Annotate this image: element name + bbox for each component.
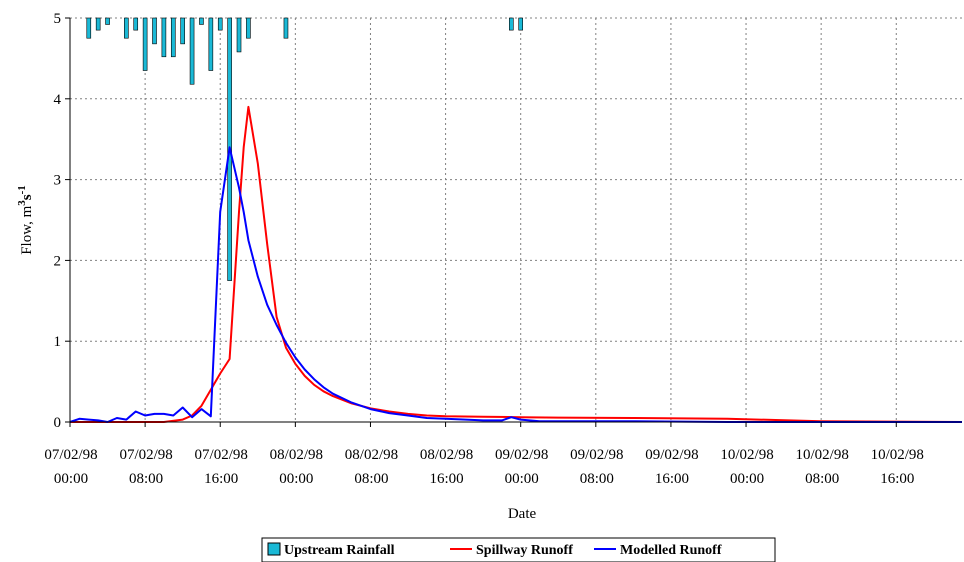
gridlines [70,17,962,422]
x-tick-time: 16:00 [429,471,463,487]
x-axis-title: Date [508,506,537,522]
legend-label-modelled: Modelled Runoff [620,543,722,558]
rainfall-bar [105,17,110,25]
x-tick-label: 07/02/98 16:00 [195,447,248,487]
x-tick-time: 08:00 [805,471,839,487]
legend-swatch-rainfall [267,542,281,556]
y-axis-title-sup-1: -1 [16,185,28,194]
x-tick-label: 09/02/98 00:00 [495,447,548,487]
x-tick-time: 16:00 [880,471,914,487]
x-tick-time: 00:00 [730,471,764,487]
legend-label-spillway: Spillway Runoff [476,543,573,558]
x-tick-time: 00:00 [505,471,539,487]
y-tick-label: 1 [54,334,62,350]
y-axis-title-text: Flow, m [19,205,35,254]
y-tick-label: 3 [54,173,62,189]
x-tick-date: 07/02/98 [195,447,248,463]
x-tick-date: 09/02/98 [570,447,623,463]
y-tick-labels: 0 1 2 3 4 5 [54,11,62,431]
rainfall-bar [189,17,195,85]
rainfall-bar [208,17,214,71]
x-tick-label: 08/02/98 16:00 [420,447,473,487]
rainfall-bar [518,17,523,31]
x-tick-date: 10/02/98 [720,447,773,463]
x-tick-label: 10/02/98 08:00 [795,447,848,487]
rainfall-bar [246,17,251,39]
rainfall-bar [161,17,167,58]
y-tick-label: 2 [54,253,62,269]
y-axis-title-sup3: 3 [16,200,28,206]
x-tick-time: 08:00 [354,471,388,487]
x-tick-date: 09/02/98 [495,447,548,463]
rainfall-bar [236,17,242,53]
x-tick-date: 08/02/98 [270,447,323,463]
rainfall-bars [86,17,523,281]
rainfall-bar [170,17,176,58]
rainfall-bar [95,17,101,31]
x-tick-label: 09/02/98 08:00 [570,447,623,487]
x-tick-label: 09/02/98 16:00 [645,447,698,487]
x-tick-date: 10/02/98 [871,447,924,463]
axes [65,17,962,427]
rainfall-bar [180,17,185,45]
rainfall-bar [152,17,157,45]
x-tick-time: 16:00 [204,471,238,487]
runoff-lines [69,105,963,423]
x-tick-time: 08:00 [129,471,163,487]
rainfall-bar [124,17,129,39]
rainfall-bar [217,17,223,31]
y-tick-label: 5 [54,11,62,27]
x-tick-date: 08/02/98 [345,447,398,463]
rainfall-bar [86,17,92,39]
x-tick-date: 07/02/98 [44,447,97,463]
y-tick-label: 0 [54,415,62,431]
y-axis-title-s: s [19,194,35,200]
x-tick-date: 08/02/98 [420,447,473,463]
rainfall-bar [142,17,148,71]
x-tick-date: 07/02/98 [119,447,172,463]
x-tick-time: 08:00 [580,471,614,487]
x-tick-date: 09/02/98 [645,447,698,463]
rainfall-bar [509,17,514,31]
spillway-runoff-line [70,105,963,423]
x-tick-time: 00:00 [54,471,88,487]
x-tick-label: 10/02/98 00:00 [720,447,773,487]
x-tick-label: 08/02/98 00:00 [270,447,323,487]
legend: Upstream Rainfall Spillway Runoff Modell… [261,537,776,562]
legend-label-rainfall: Upstream Rainfall [284,543,395,558]
x-tick-label: 08/02/98 08:00 [345,447,398,487]
x-tick-date: 10/02/98 [795,447,848,463]
y-tick-label: 4 [54,92,62,108]
x-tick-label: 10/02/98 16:00 [871,447,924,487]
modelled-runoff-line [69,146,962,423]
rainfall-bar [283,17,289,39]
x-tick-label: 07/02/98 08:00 [119,447,172,487]
x-tick-label: 07/02/98 00:00 [44,447,97,487]
rainfall-bar [133,17,139,31]
x-tick-time: 16:00 [655,471,689,487]
x-tick-time: 00:00 [279,471,313,487]
legend-box [261,537,776,562]
y-axis-title: Flow, m3s-1 [16,185,35,255]
rainfall-bar [199,17,204,25]
